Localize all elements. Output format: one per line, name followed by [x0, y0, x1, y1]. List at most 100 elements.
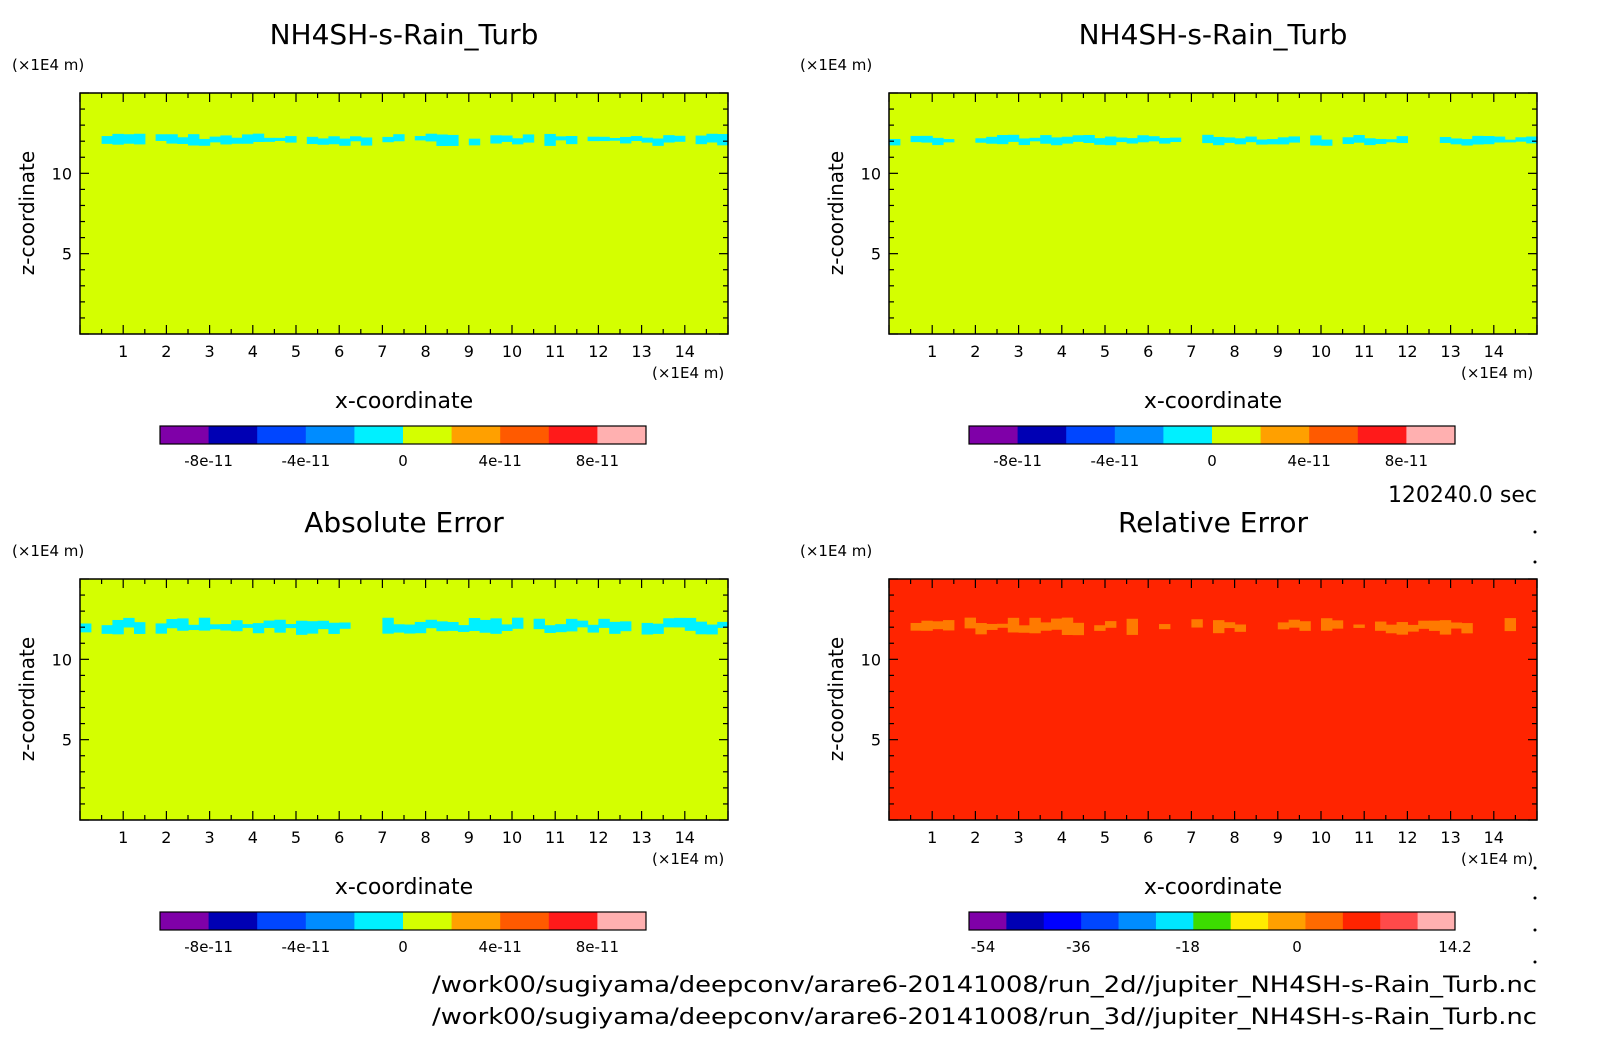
- contour-patch: [220, 624, 232, 631]
- contour-patch: [1277, 622, 1290, 630]
- contour-patch: [468, 138, 481, 146]
- contour-patch: [1504, 618, 1516, 632]
- contour-patch: [1483, 136, 1495, 145]
- y-unit-label: (×1E4 m): [12, 56, 84, 74]
- contour-patch: [932, 137, 944, 146]
- x-tick-label: 3: [1014, 342, 1024, 361]
- colorbar: -8e-11 -4e-11 0 4e-11 8e-11: [159, 911, 647, 956]
- contour-patch: [155, 134, 167, 141]
- colorbar-tick-label: 4e-11: [479, 938, 522, 956]
- x-tick-label: 12: [1397, 828, 1417, 847]
- contour-patch: [964, 617, 976, 629]
- x-unit-label: (×1E4 m): [652, 364, 724, 382]
- x-tick-label: 10: [502, 828, 522, 847]
- field-background: [80, 579, 728, 820]
- contour-patch: [263, 137, 275, 142]
- contour-patch: [1137, 135, 1149, 143]
- colorbar-swatch: [1212, 426, 1262, 444]
- x-tick-label: 14: [1484, 342, 1504, 361]
- x-tick-label: 12: [1397, 342, 1417, 361]
- contour-patch: [587, 136, 599, 142]
- contour-patch: [663, 135, 675, 143]
- contour-patch: [717, 621, 729, 628]
- y-tick-label: 10: [861, 164, 881, 183]
- contour-patch: [1418, 620, 1430, 629]
- y-axis-label: z-coordinate: [15, 637, 39, 761]
- colorbar-tick-label: 0: [1292, 938, 1302, 956]
- contour-patch: [1029, 137, 1041, 142]
- colorbar-tick-label: -54: [971, 938, 996, 956]
- colorbar-swatch: [1230, 912, 1269, 930]
- contour-patch: [360, 137, 373, 146]
- contour-patch: [393, 624, 405, 633]
- colorbar-swatch: [1309, 426, 1359, 444]
- x-axis-label: x-coordinate: [1144, 875, 1282, 900]
- colorbar-swatch: [1006, 912, 1045, 930]
- panel-top-left: NH4SH-s-Rain_Turb (×1E4 m) 1 2 3 4 5 6 7 8 9 10 11…: [12, 18, 729, 470]
- contour-patch: [177, 618, 189, 631]
- contour-patch: [921, 135, 933, 143]
- contour-patch: [198, 138, 211, 146]
- colorbar-swatch: [403, 912, 453, 930]
- contour-patch: [684, 617, 697, 631]
- contour-patch: [1159, 137, 1171, 144]
- footer-path-3d: /work00/sugiyama/deepconv/arare6-2014100…: [432, 1005, 1537, 1030]
- contour-patch: [479, 619, 491, 633]
- contour-patch: [1299, 621, 1311, 631]
- contour-patch: [609, 138, 621, 141]
- x-tick-label: 11: [545, 828, 565, 847]
- time-label: 120240.0 sec: [1388, 483, 1537, 508]
- x-tick-label: 7: [1186, 342, 1196, 361]
- x-tick-label: 8: [1230, 828, 1240, 847]
- colorbar-swatch: [354, 426, 404, 444]
- x-tick-label: 14: [675, 828, 695, 847]
- contour-patch: [1277, 137, 1290, 145]
- x-tick-label: 10: [502, 342, 522, 361]
- contour-patch: [1202, 134, 1214, 144]
- colorbar-tick-label: 0: [398, 452, 408, 470]
- contour-patch: [1051, 137, 1063, 146]
- panel-top-right: NH4SH-s-Rain_Turb (×1E4 m) 1 2 3 4 5 6 7 8 9 10 11…: [800, 18, 1538, 470]
- colorbar-tick-label: -8e-11: [993, 452, 1042, 470]
- contour-patch: [674, 135, 686, 142]
- contour-patch: [1353, 135, 1365, 143]
- x-tick-label: 5: [291, 828, 301, 847]
- contour-patch: [533, 618, 545, 630]
- contour-patch: [501, 624, 513, 631]
- contour-patch: [1461, 139, 1473, 146]
- contour-patch: [317, 620, 329, 630]
- contour-patch: [695, 135, 707, 145]
- contour-patch: [555, 624, 567, 633]
- contour-patch: [1267, 139, 1279, 145]
- x-tick-label: 3: [205, 342, 215, 361]
- contour-patch: [717, 134, 729, 146]
- x-tick-label: 14: [1484, 828, 1504, 847]
- contour-patch: [1439, 620, 1452, 635]
- contour-patch: [306, 136, 319, 145]
- contour-patch: [566, 136, 578, 145]
- panel-title: Absolute Error: [304, 506, 504, 539]
- margin-dot: [1533, 928, 1537, 932]
- x-tick-label: 5: [1100, 828, 1110, 847]
- contour-patch: [1007, 617, 1020, 633]
- contour-patch: [1223, 137, 1236, 143]
- margin-dot: [1533, 560, 1537, 564]
- colorbar-swatch: [548, 912, 598, 930]
- contour-patch: [706, 624, 718, 635]
- contour-patch: [975, 138, 987, 143]
- colorbar-swatch: [1342, 912, 1381, 930]
- panel-bottom-right: Relative Error (×1E4 m) 1 2 3 4 5 6 7 8 9 10 11 12 1…: [800, 506, 1538, 956]
- contour-patch: [910, 135, 922, 143]
- colorbar-swatch: [500, 912, 550, 930]
- x-tick-label: 13: [631, 342, 651, 361]
- x-axis-label: x-coordinate: [1144, 389, 1282, 414]
- colorbar-swatch: [1305, 912, 1344, 930]
- contour-patch: [468, 617, 481, 632]
- contour-patch: [263, 620, 275, 628]
- contour-patch: [706, 133, 718, 143]
- contour-patch: [609, 621, 621, 634]
- contour-patch: [425, 133, 437, 142]
